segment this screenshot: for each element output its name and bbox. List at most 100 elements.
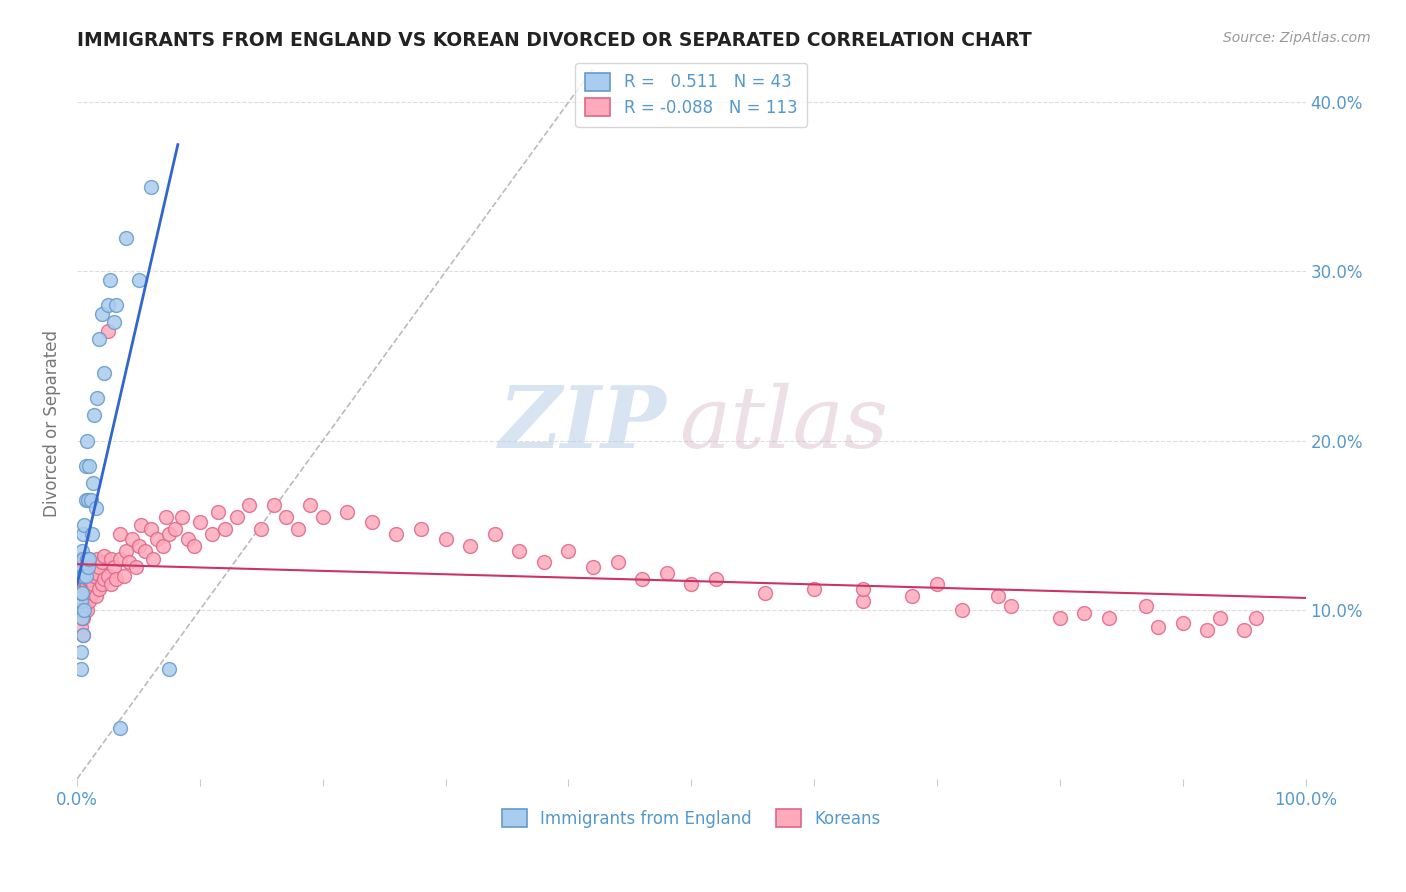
Point xyxy=(69,586,91,600)
Legend: Immigrants from England, Koreans: Immigrants from England, Koreans xyxy=(495,803,887,835)
Point xyxy=(75,492,97,507)
Point xyxy=(89,560,111,574)
Point xyxy=(72,569,94,583)
Point xyxy=(125,560,148,574)
Point xyxy=(98,273,121,287)
Point xyxy=(75,577,97,591)
Point xyxy=(118,556,141,570)
Point xyxy=(75,552,97,566)
Point xyxy=(93,549,115,563)
Text: IMMIGRANTS FROM ENGLAND VS KOREAN DIVORCED OR SEPARATED CORRELATION CHART: IMMIGRANTS FROM ENGLAND VS KOREAN DIVORC… xyxy=(77,31,1032,50)
Text: ZIP: ZIP xyxy=(499,382,666,466)
Point xyxy=(79,572,101,586)
Point xyxy=(681,577,703,591)
Point xyxy=(655,566,678,580)
Point xyxy=(108,526,131,541)
Point xyxy=(79,458,101,473)
Point xyxy=(557,543,579,558)
Point xyxy=(70,543,93,558)
Point xyxy=(183,539,205,553)
Point xyxy=(73,603,96,617)
Point xyxy=(97,324,120,338)
Point xyxy=(72,552,94,566)
Point xyxy=(606,556,628,570)
Point xyxy=(112,569,135,583)
Point xyxy=(76,556,98,570)
Point xyxy=(139,522,162,536)
Point xyxy=(165,522,187,536)
Point xyxy=(70,586,93,600)
Point xyxy=(1049,611,1071,625)
Point xyxy=(458,539,481,553)
Point xyxy=(90,577,112,591)
Point xyxy=(1135,599,1157,614)
Point xyxy=(157,662,180,676)
Point xyxy=(925,577,948,591)
Point xyxy=(139,180,162,194)
Point xyxy=(312,509,335,524)
Point xyxy=(103,315,125,329)
Point xyxy=(90,556,112,570)
Point xyxy=(434,532,457,546)
Point xyxy=(69,603,91,617)
Point xyxy=(75,569,97,583)
Point xyxy=(100,577,122,591)
Point xyxy=(79,552,101,566)
Point xyxy=(70,586,93,600)
Point xyxy=(69,620,91,634)
Point xyxy=(72,628,94,642)
Point xyxy=(83,569,105,583)
Point xyxy=(263,498,285,512)
Point xyxy=(70,560,93,574)
Point xyxy=(76,552,98,566)
Point xyxy=(82,577,104,591)
Point xyxy=(533,556,555,570)
Point xyxy=(207,505,229,519)
Point xyxy=(508,543,530,558)
Point xyxy=(1246,611,1268,625)
Point xyxy=(901,589,924,603)
Point xyxy=(72,552,94,566)
Point xyxy=(287,522,309,536)
Point xyxy=(80,586,103,600)
Point xyxy=(97,298,120,312)
Point xyxy=(582,560,605,574)
Point xyxy=(1098,611,1121,625)
Point xyxy=(987,589,1010,603)
Point xyxy=(69,586,91,600)
Point xyxy=(201,526,224,541)
Point xyxy=(238,498,260,512)
Point xyxy=(75,594,97,608)
Point xyxy=(129,518,152,533)
Y-axis label: Divorced or Separated: Divorced or Separated xyxy=(44,330,60,517)
Point xyxy=(77,589,100,603)
Point xyxy=(83,409,105,423)
Point xyxy=(69,645,91,659)
Point xyxy=(484,526,506,541)
Point xyxy=(89,582,111,597)
Point xyxy=(134,543,156,558)
Point xyxy=(97,569,120,583)
Point xyxy=(84,589,107,603)
Point xyxy=(82,475,104,490)
Point xyxy=(142,552,165,566)
Point xyxy=(152,539,174,553)
Point xyxy=(803,582,825,597)
Point xyxy=(70,611,93,625)
Point xyxy=(299,498,322,512)
Point xyxy=(155,509,177,524)
Point xyxy=(80,560,103,574)
Point xyxy=(72,586,94,600)
Point xyxy=(225,509,247,524)
Point xyxy=(146,532,169,546)
Point xyxy=(274,509,297,524)
Point xyxy=(250,522,273,536)
Point xyxy=(105,298,128,312)
Point xyxy=(1171,616,1194,631)
Point xyxy=(79,552,101,566)
Point xyxy=(77,572,100,586)
Point xyxy=(128,539,150,553)
Point xyxy=(90,307,112,321)
Point xyxy=(69,552,91,566)
Point xyxy=(70,569,93,583)
